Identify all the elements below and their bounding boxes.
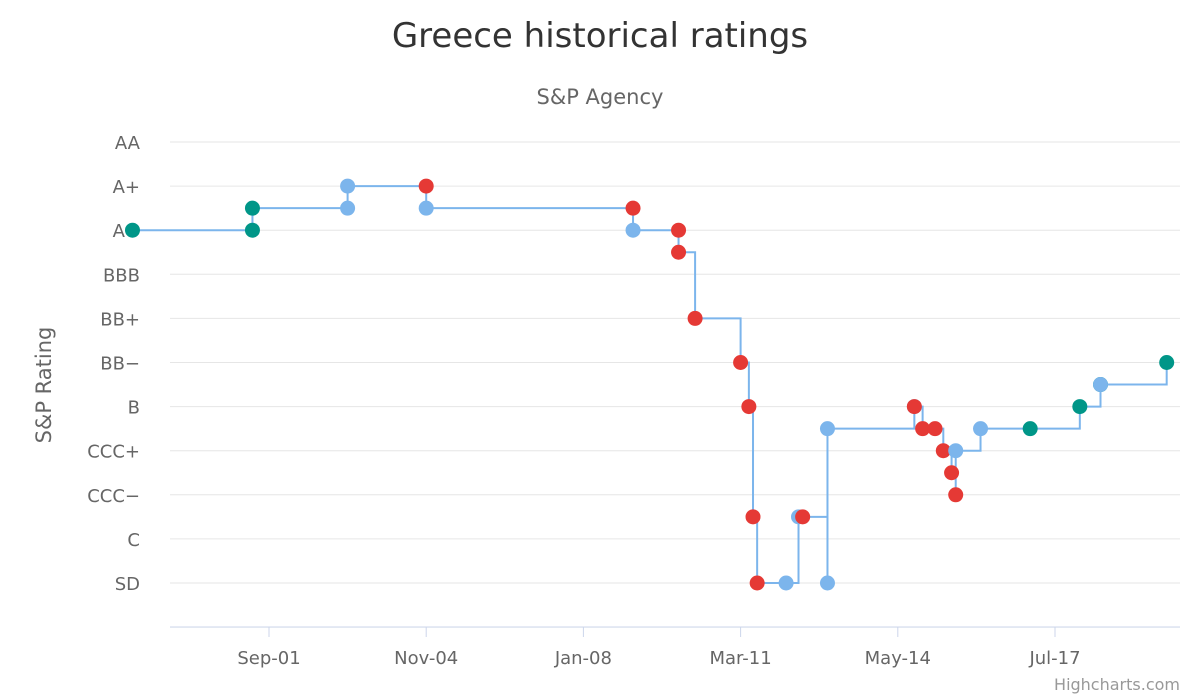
rating-point-up[interactable] <box>244 222 260 238</box>
rating-point-neutral[interactable] <box>1093 377 1109 393</box>
rating-point-neutral[interactable] <box>778 575 794 591</box>
rating-point-down[interactable] <box>948 487 964 503</box>
rating-point-down[interactable] <box>944 465 960 481</box>
rating-point-down[interactable] <box>915 421 931 437</box>
credits-link[interactable]: Highcharts.com <box>1054 675 1180 694</box>
rating-point-down[interactable] <box>906 399 922 415</box>
rating-point-up[interactable] <box>244 200 260 216</box>
y-tick-label: CCC+ <box>87 442 140 463</box>
rating-point-down[interactable] <box>671 244 687 260</box>
rating-point-neutral[interactable] <box>819 575 835 591</box>
x-tick-label: Jul-17 <box>1028 648 1080 669</box>
rating-point-neutral[interactable] <box>625 222 641 238</box>
x-axis-labels: Sep-01 Nov-04 Jan-08 Mar-11 May-14 Jul-17 <box>237 627 1081 669</box>
y-tick-label: A+ <box>113 177 140 198</box>
rating-point-up[interactable] <box>1159 355 1175 370</box>
rating-point-down[interactable] <box>671 222 687 238</box>
rating-point-down[interactable] <box>741 399 757 415</box>
chart-title: Greece historical ratings <box>392 16 808 56</box>
rating-point-down[interactable] <box>733 355 749 370</box>
y-tick-label: BB− <box>100 354 140 375</box>
rating-point-down[interactable] <box>687 310 703 326</box>
rating-point-up[interactable] <box>1022 421 1038 437</box>
x-tick-label: Mar-11 <box>709 648 771 669</box>
y-tick-label: C <box>127 530 140 551</box>
y-tick-label: CCC− <box>87 486 140 507</box>
rating-point-down[interactable] <box>418 178 434 194</box>
rating-point-down[interactable] <box>795 509 811 525</box>
y-axis-title: S&P Rating <box>32 327 56 444</box>
rating-point-neutral[interactable] <box>819 421 835 437</box>
y-tick-label: BBB <box>103 265 140 286</box>
rating-point-down[interactable] <box>749 575 765 591</box>
rating-point-neutral[interactable] <box>340 200 356 216</box>
rating-point-neutral[interactable] <box>340 178 356 194</box>
y-tick-label: AA <box>115 133 141 154</box>
grid-lines <box>170 141 1180 628</box>
rating-point-neutral[interactable] <box>948 443 964 459</box>
rating-point-down[interactable] <box>935 443 951 459</box>
rating-point-down[interactable] <box>625 200 641 216</box>
x-tick-label: Sep-01 <box>237 648 300 669</box>
rating-point-down[interactable] <box>927 421 943 437</box>
x-tick-label: May-14 <box>865 648 931 669</box>
x-tick-label: Nov-04 <box>394 648 458 669</box>
rating-step-line <box>132 185 1168 584</box>
rating-point-down[interactable] <box>745 509 761 525</box>
y-tick-label: SD <box>115 574 140 595</box>
y-tick-label: BB+ <box>100 309 140 330</box>
rating-points <box>124 178 1175 591</box>
x-tick-label: Jan-08 <box>554 648 612 669</box>
y-tick-label: B <box>128 398 140 419</box>
rating-point-up[interactable] <box>124 222 140 238</box>
chart-subtitle: S&P Agency <box>537 85 664 109</box>
rating-point-up[interactable] <box>1072 399 1088 415</box>
rating-point-neutral[interactable] <box>418 200 434 216</box>
rating-point-neutral[interactable] <box>973 421 989 437</box>
